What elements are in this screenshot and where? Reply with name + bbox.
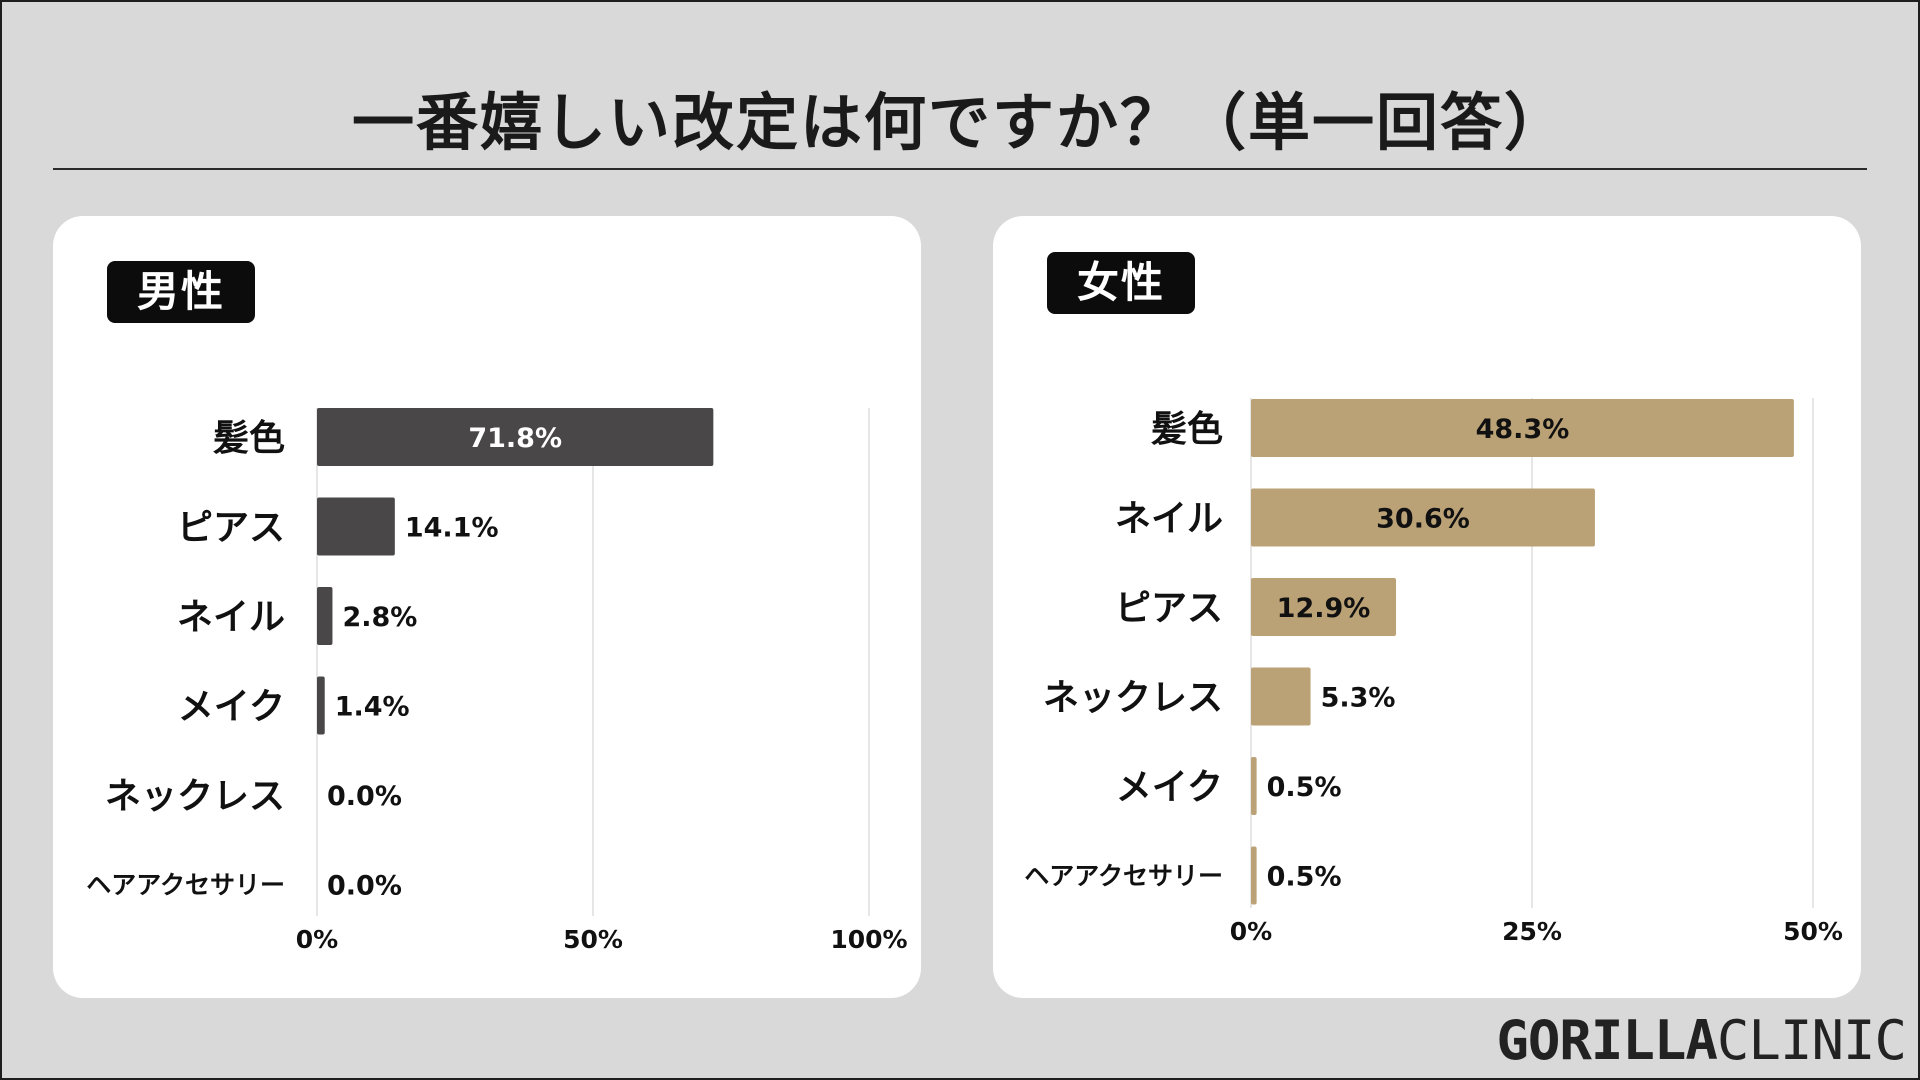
male-bar	[317, 587, 333, 645]
female-value-label: 5.3%	[1321, 683, 1396, 714]
male-bar	[317, 408, 714, 466]
female-chart-panel: 女性 0% 25% 50% 髪色 48.3% ネイル 30.6% ピアス 12.9% ネックレス 5…	[993, 216, 1861, 998]
male-x-tick-label: 50%	[563, 925, 623, 954]
female-category-label: ネックレス	[1043, 678, 1223, 719]
female-value-label: 48.3%	[1476, 414, 1570, 445]
female-badge: 女性	[1047, 252, 1196, 314]
male-bar	[317, 676, 325, 735]
male-category-label: ピアス	[177, 508, 285, 549]
male-category-label: ヘアアクセサリー	[86, 871, 285, 900]
female-x-tick-label: 25%	[1502, 917, 1562, 946]
female-value-label: 12.9%	[1277, 593, 1371, 624]
male-category-label: ネックレス	[105, 776, 285, 817]
female-bar	[1251, 667, 1311, 726]
male-x-tick-label: 0%	[296, 925, 338, 954]
female-value-label: 0.5%	[1267, 862, 1342, 893]
title-divider	[53, 168, 1867, 170]
male-badge: 男性	[107, 261, 256, 323]
male-category-label: ネイル	[177, 597, 285, 638]
male-value-label: 14.1%	[405, 513, 499, 544]
male-value-label: 2.8%	[342, 602, 417, 633]
female-category-label: ネイル	[1115, 499, 1223, 540]
male-value-label: 71.8%	[468, 423, 562, 454]
male-bar	[317, 497, 395, 556]
male-value-label: 0.0%	[327, 781, 402, 812]
female-bar	[1251, 757, 1257, 815]
female-x-tick-label: 50%	[1783, 917, 1843, 946]
female-bar	[1251, 578, 1396, 636]
male-category-label: 髪色	[213, 418, 285, 459]
female-bar	[1251, 846, 1257, 905]
male-bar-chart: 0% 50% 100% 髪色 71.8% ピアス 14.1% ネイル 2.8% メイク 1.4% ネッ…	[86, 408, 908, 954]
female-bar	[1251, 399, 1794, 457]
brand-logo-bold: GORILLA	[1496, 1009, 1718, 1072]
female-category-label: メイク	[1116, 767, 1223, 808]
female-value-label: 30.6%	[1376, 504, 1470, 535]
female-category-label: ピアス	[1115, 588, 1223, 629]
male-x-tick-label: 100%	[830, 925, 907, 954]
male-value-label: 1.4%	[335, 692, 410, 723]
brand-logo-light: CLINIC	[1716, 1009, 1907, 1072]
female-category-label: 髪色	[1151, 409, 1223, 450]
male-chart-panel: 男性 0% 50% 100% 髪色 71.8% ピアス 14.1% ネイル 2.8% メイク 1.4…	[53, 216, 921, 998]
female-bar-chart: 0% 25% 50% 髪色 48.3% ネイル 30.6% ピアス 12.9% ネックレス 5.3%…	[1024, 398, 1843, 946]
page-title: 一番嬉しい改定は何ですか？（単一回答）	[351, 86, 1568, 159]
male-value-label: 0.0%	[327, 871, 402, 902]
male-category-label: メイク	[178, 687, 285, 728]
female-value-label: 0.5%	[1267, 772, 1342, 803]
brand-logo: GORILLACLINIC	[1496, 1009, 1907, 1072]
female-category-label: ヘアアクセサリー	[1024, 862, 1223, 891]
female-bar	[1251, 488, 1595, 547]
female-x-tick-label: 0%	[1230, 917, 1272, 946]
